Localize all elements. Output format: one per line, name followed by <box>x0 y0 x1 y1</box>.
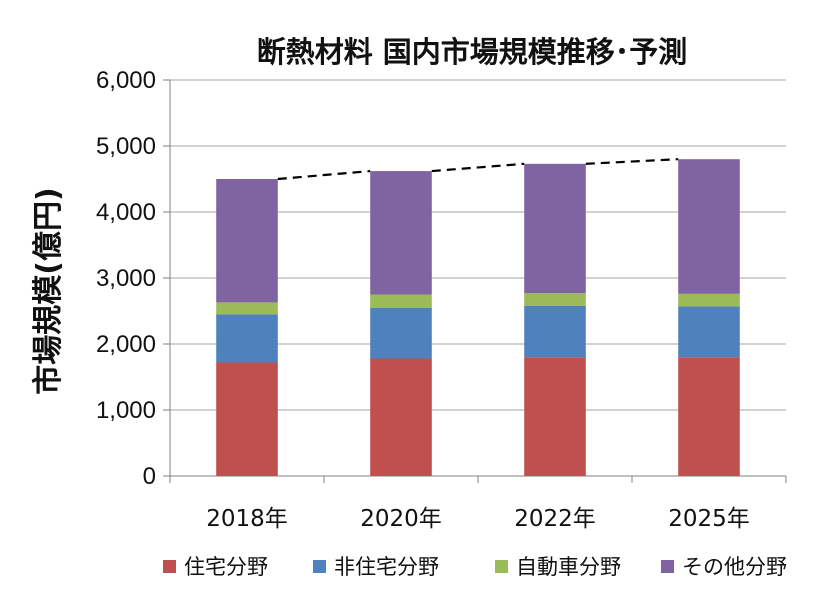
bar-segment <box>216 314 278 363</box>
bar-segment <box>524 305 586 358</box>
legend-swatch <box>163 560 176 573</box>
bar-segment <box>216 179 278 303</box>
y-tick-label: 1,000 <box>96 397 156 424</box>
bar-segment <box>678 293 740 307</box>
bar-segment <box>524 293 586 306</box>
y-tick-label: 6,000 <box>96 67 156 94</box>
trend-segment <box>431 162 525 173</box>
y-tick-label: 5,000 <box>96 133 156 160</box>
legend-swatch <box>661 560 674 573</box>
trend-segment <box>277 169 371 181</box>
y-tick-label: 2,000 <box>96 331 156 358</box>
bar-segment <box>370 358 432 476</box>
y-axis-ticks: 0 1,000 2,000 3,000 4,000 5,000 6,000 <box>96 67 156 490</box>
trend-segment <box>585 158 679 165</box>
bar-segment <box>370 294 432 308</box>
x-tick-label: 2020年 <box>360 506 442 532</box>
x-tick-label: 2022年 <box>514 506 596 532</box>
chart-title: 断熱材料 国内市場規模推移･予測 <box>257 35 688 69</box>
bar-segment <box>524 357 586 476</box>
bar-segment <box>216 302 278 315</box>
bar-segment <box>216 362 278 476</box>
legend-label: 住宅分野 <box>184 555 268 579</box>
bars <box>216 159 740 476</box>
x-tick-label: 2018年 <box>206 506 288 532</box>
bar-segment <box>370 171 432 295</box>
legend: 住宅分野 非住宅分野 自動車分野 その他分野 <box>163 555 787 579</box>
y-axis-label: 市場規模(億円) <box>31 187 66 394</box>
bar-segment <box>524 163 586 294</box>
legend-swatch <box>313 560 326 573</box>
legend-label: その他分野 <box>682 555 787 579</box>
legend-label: 非住宅分野 <box>334 555 439 579</box>
y-tick-label: 3,000 <box>96 265 156 292</box>
bar-segment <box>678 306 740 358</box>
x-tick-label: 2025年 <box>668 506 750 532</box>
y-tick-label: 4,000 <box>96 199 156 226</box>
bar-segment <box>678 159 740 294</box>
bar-segment <box>678 357 740 476</box>
x-axis-ticks: 2018年 2020年 2022年 2025年 <box>206 506 750 532</box>
legend-label: 自動車分野 <box>516 555 621 579</box>
legend-swatch <box>495 560 508 573</box>
trend-line <box>277 158 679 181</box>
y-tick-label: 0 <box>143 463 156 490</box>
bar-segment <box>370 307 432 359</box>
